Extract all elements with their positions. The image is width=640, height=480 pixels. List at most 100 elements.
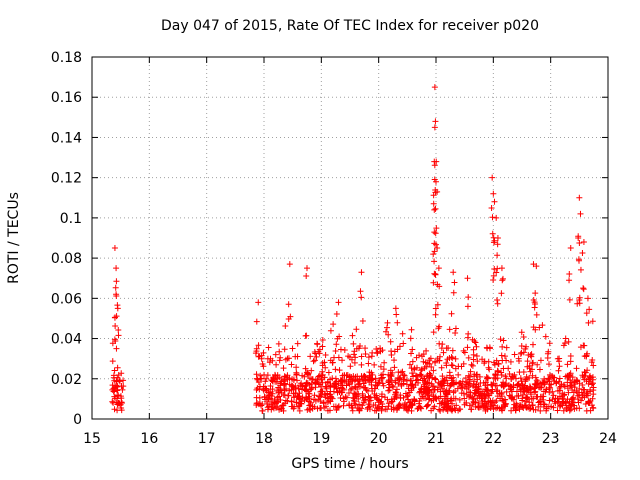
data-point — [413, 377, 420, 384]
data-point — [446, 326, 453, 333]
data-point — [256, 394, 263, 401]
data-point — [368, 353, 375, 360]
data-point — [498, 265, 505, 272]
data-point — [465, 294, 472, 301]
data-point — [577, 266, 584, 273]
data-point — [556, 363, 563, 370]
data-point — [383, 324, 390, 331]
data-point — [362, 394, 369, 401]
data-point — [526, 383, 533, 390]
data-point — [311, 348, 318, 355]
data-point — [297, 382, 304, 389]
data-point — [465, 354, 472, 361]
data-point — [500, 365, 507, 372]
data-point — [436, 283, 443, 290]
data-point — [311, 392, 318, 399]
data-point — [282, 322, 289, 329]
data-point — [503, 388, 510, 395]
data-point — [276, 357, 283, 364]
data-point — [296, 407, 303, 414]
data-point — [485, 358, 492, 365]
data-point — [437, 407, 444, 414]
data-point — [564, 373, 571, 380]
data-point — [264, 398, 271, 405]
data-point — [567, 358, 574, 365]
data-point — [457, 406, 464, 413]
data-point — [116, 400, 123, 407]
data-point — [452, 330, 459, 337]
data-point — [423, 363, 430, 370]
x-tick-label: 18 — [255, 431, 273, 447]
data-point — [339, 357, 346, 364]
data-point — [393, 311, 400, 318]
data-point — [580, 239, 587, 246]
data-point — [580, 386, 587, 393]
data-point — [469, 401, 476, 408]
data-point — [510, 396, 517, 403]
data-point — [495, 368, 502, 375]
data-point — [436, 406, 443, 413]
data-point — [519, 403, 526, 410]
data-point — [388, 406, 395, 413]
data-point — [281, 373, 288, 380]
data-point — [503, 344, 510, 351]
data-point — [391, 395, 398, 402]
data-point — [464, 334, 471, 341]
chart-title: Day 047 of 2015, Rate Of TEC Index for r… — [161, 18, 539, 34]
y-tick-label: 0.14 — [51, 130, 82, 146]
data-point — [576, 194, 583, 201]
data-point — [463, 399, 470, 406]
data-point — [277, 396, 284, 403]
data-point — [431, 158, 438, 165]
data-point — [517, 350, 524, 357]
data-point — [359, 402, 366, 409]
data-point — [294, 353, 301, 360]
data-point — [433, 178, 439, 185]
data-point — [400, 340, 407, 347]
data-point — [579, 381, 586, 388]
data-point — [498, 352, 505, 359]
data-point — [509, 373, 516, 380]
data-point — [489, 174, 496, 181]
data-point — [575, 256, 582, 263]
data-point — [391, 357, 398, 364]
data-point — [365, 393, 372, 400]
data-point — [580, 286, 587, 293]
data-point — [253, 318, 260, 325]
data-point — [430, 386, 437, 393]
data-point — [293, 364, 300, 371]
data-point — [549, 388, 556, 395]
data-point — [349, 332, 356, 339]
data-point — [395, 403, 402, 410]
data-point — [420, 351, 427, 358]
data-point — [115, 332, 122, 339]
data-point — [339, 372, 346, 379]
data-point — [359, 376, 366, 383]
data-point — [310, 358, 317, 365]
data-point — [333, 341, 340, 348]
data-point — [498, 405, 505, 412]
data-point — [418, 366, 425, 373]
data-point — [579, 249, 586, 256]
data-point — [372, 402, 379, 409]
data-point — [424, 402, 431, 409]
data-point — [304, 265, 310, 272]
data-point — [114, 364, 121, 371]
data-point — [385, 371, 392, 378]
data-point — [403, 381, 410, 388]
data-point — [364, 405, 371, 412]
data-point — [365, 360, 372, 367]
data-point — [516, 357, 523, 364]
data-point — [589, 374, 596, 381]
data-point — [434, 245, 441, 252]
data-point — [457, 380, 464, 387]
data-point — [590, 380, 597, 387]
data-point — [385, 387, 392, 394]
data-point — [332, 348, 339, 355]
data-point — [500, 337, 507, 344]
data-point — [268, 376, 275, 383]
data-point — [255, 379, 262, 386]
data-point — [442, 377, 449, 384]
data-point — [267, 396, 274, 403]
data-point — [471, 391, 478, 398]
